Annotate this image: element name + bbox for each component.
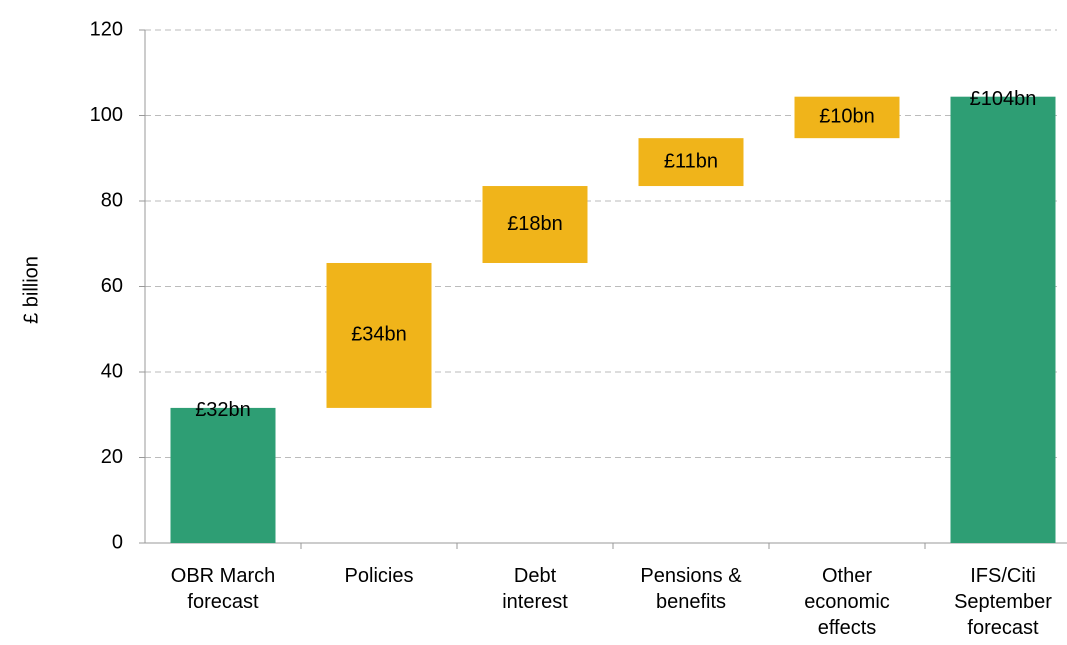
y-tick-label: 60 [101,275,123,297]
bar [482,186,588,263]
bar [326,262,432,408]
x-tick-label: OBR March forecast [170,565,276,613]
x-tick-label: IFS/Citi September forecast [954,565,1052,639]
y-axis-label: £ billion [20,256,42,324]
bar [170,407,276,543]
y-tick-label: 80 [101,189,123,211]
data-label: £11bn [664,150,718,172]
x-tick-label: Pensions & benefits [640,565,742,613]
y-tick-label: 20 [101,446,123,468]
data-label: £32bn [195,399,251,421]
x-tick-label: Other economic effects [804,565,890,639]
data-label: £104bn [970,88,1037,110]
bar [794,96,900,139]
y-tick-label: 40 [101,360,123,382]
bar [638,138,744,187]
data-label: £18bn [507,213,563,235]
bar [950,96,1056,543]
x-tick-label: Debt interest [502,565,568,613]
y-tick-label: 0 [112,531,123,553]
y-tick-label: 100 [90,104,123,126]
data-label: £10bn [819,106,875,128]
x-tick-label: Policies [344,565,414,587]
y-tick-label: 120 [90,18,123,40]
data-label: £34bn [351,324,407,346]
